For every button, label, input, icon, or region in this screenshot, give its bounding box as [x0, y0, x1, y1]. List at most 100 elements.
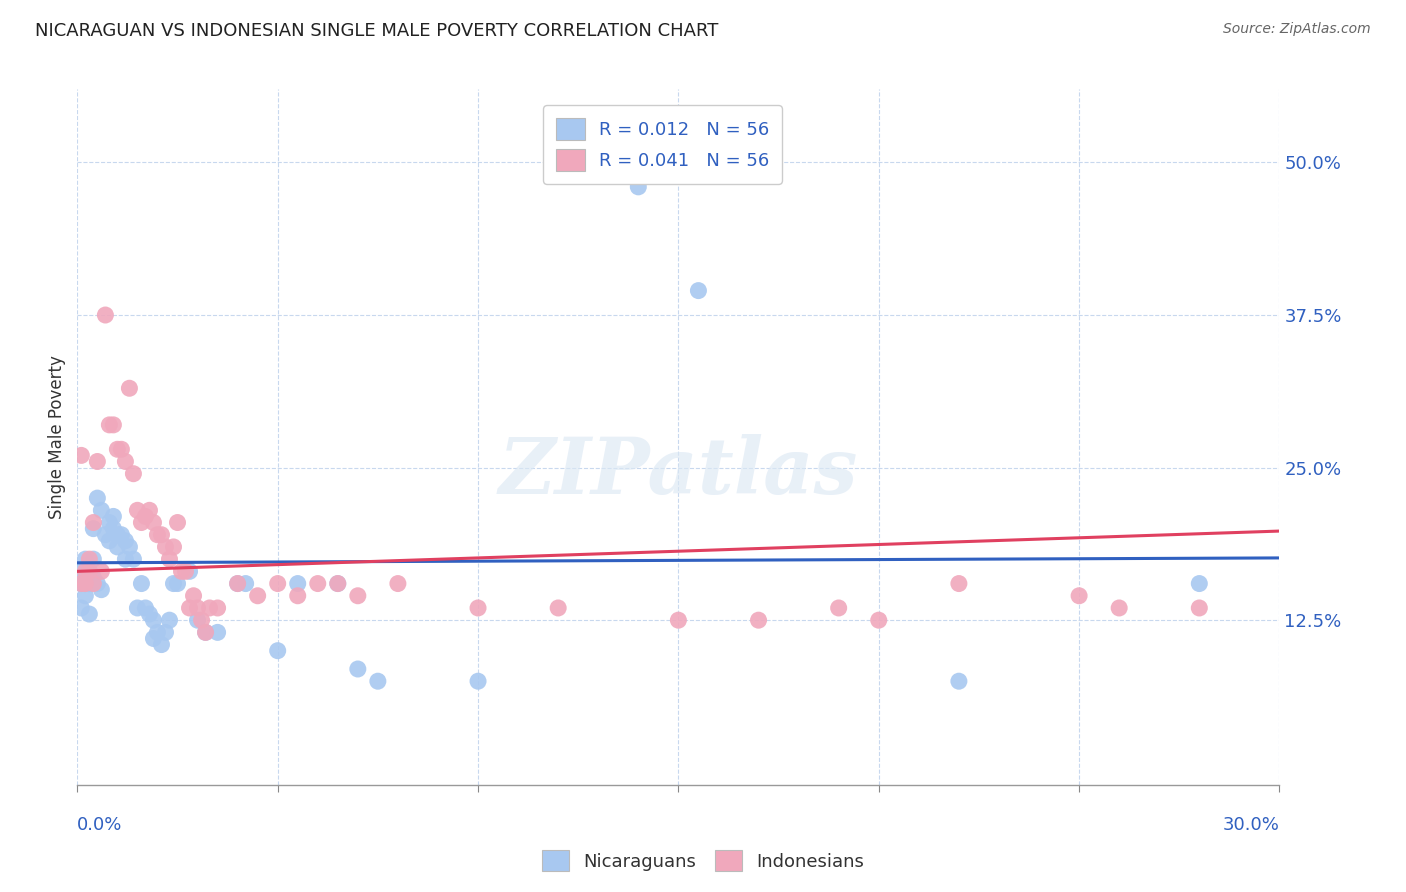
Point — [86, 576, 108, 591]
Point — [122, 552, 145, 566]
Point — [155, 625, 177, 640]
Point — [347, 589, 370, 603]
Point — [162, 576, 184, 591]
Point — [94, 527, 117, 541]
Point — [114, 552, 136, 566]
Point — [86, 491, 108, 505]
Point — [70, 576, 93, 591]
Point — [131, 516, 153, 530]
Point — [90, 565, 112, 579]
Point — [668, 613, 690, 627]
Point — [114, 454, 136, 468]
Point — [75, 576, 97, 591]
Text: 0.0%: 0.0% — [77, 816, 122, 834]
Point — [138, 503, 160, 517]
Point — [118, 381, 141, 395]
Point — [75, 565, 97, 579]
Point — [868, 613, 890, 627]
Point — [226, 576, 249, 591]
Point — [134, 509, 156, 524]
Point — [194, 625, 217, 640]
Point — [246, 589, 269, 603]
Point — [948, 674, 970, 689]
Legend: R = 0.012   N = 56, R = 0.041   N = 56: R = 0.012 N = 56, R = 0.041 N = 56 — [543, 105, 782, 184]
Point — [186, 613, 209, 627]
Text: 30.0%: 30.0% — [1223, 816, 1279, 834]
Point — [98, 533, 121, 548]
Point — [1108, 601, 1130, 615]
Point — [142, 632, 165, 646]
Point — [367, 674, 389, 689]
Point — [159, 552, 181, 566]
Point — [86, 454, 108, 468]
Point — [155, 540, 177, 554]
Point — [170, 565, 193, 579]
Point — [103, 522, 125, 536]
Point — [162, 540, 184, 554]
Point — [82, 552, 104, 566]
Point — [103, 417, 125, 432]
Point — [307, 576, 329, 591]
Point — [82, 570, 104, 584]
Point — [547, 601, 569, 615]
Point — [70, 565, 93, 579]
Point — [98, 516, 121, 530]
Point — [207, 601, 229, 615]
Point — [1069, 589, 1091, 603]
Point — [146, 527, 169, 541]
Point — [79, 565, 101, 579]
Point — [75, 552, 97, 566]
Point — [326, 576, 349, 591]
Point — [82, 576, 104, 591]
Point — [75, 576, 97, 591]
Point — [627, 179, 650, 194]
Point — [146, 625, 169, 640]
Point — [326, 576, 349, 591]
Point — [90, 503, 112, 517]
Point — [467, 601, 489, 615]
Point — [226, 576, 249, 591]
Point — [150, 527, 173, 541]
Point — [131, 576, 153, 591]
Point — [94, 308, 117, 322]
Point — [166, 576, 188, 591]
Point — [287, 589, 309, 603]
Text: NICARAGUAN VS INDONESIAN SINGLE MALE POVERTY CORRELATION CHART: NICARAGUAN VS INDONESIAN SINGLE MALE POV… — [35, 22, 718, 40]
Point — [70, 601, 93, 615]
Point — [75, 589, 97, 603]
Point — [122, 467, 145, 481]
Point — [114, 533, 136, 548]
Point — [198, 601, 221, 615]
Point — [82, 522, 104, 536]
Point — [142, 613, 165, 627]
Point — [82, 516, 104, 530]
Point — [1188, 576, 1211, 591]
Point — [118, 540, 141, 554]
Point — [134, 601, 156, 615]
Point — [207, 625, 229, 640]
Point — [127, 503, 149, 517]
Point — [166, 516, 188, 530]
Text: ZIPatlas: ZIPatlas — [499, 434, 858, 510]
Text: Source: ZipAtlas.com: Source: ZipAtlas.com — [1223, 22, 1371, 37]
Point — [127, 601, 149, 615]
Point — [79, 607, 101, 621]
Point — [98, 417, 121, 432]
Point — [267, 643, 290, 657]
Point — [138, 607, 160, 621]
Point — [688, 284, 710, 298]
Point — [186, 601, 209, 615]
Point — [107, 527, 129, 541]
Legend: Nicaraguans, Indonesians: Nicaraguans, Indonesians — [534, 843, 872, 879]
Point — [142, 516, 165, 530]
Point — [179, 601, 201, 615]
Point — [828, 601, 851, 615]
Point — [79, 576, 101, 591]
Point — [110, 527, 132, 541]
Point — [90, 582, 112, 597]
Point — [235, 576, 257, 591]
Point — [179, 565, 201, 579]
Point — [1188, 601, 1211, 615]
Point — [183, 589, 205, 603]
Point — [748, 613, 770, 627]
